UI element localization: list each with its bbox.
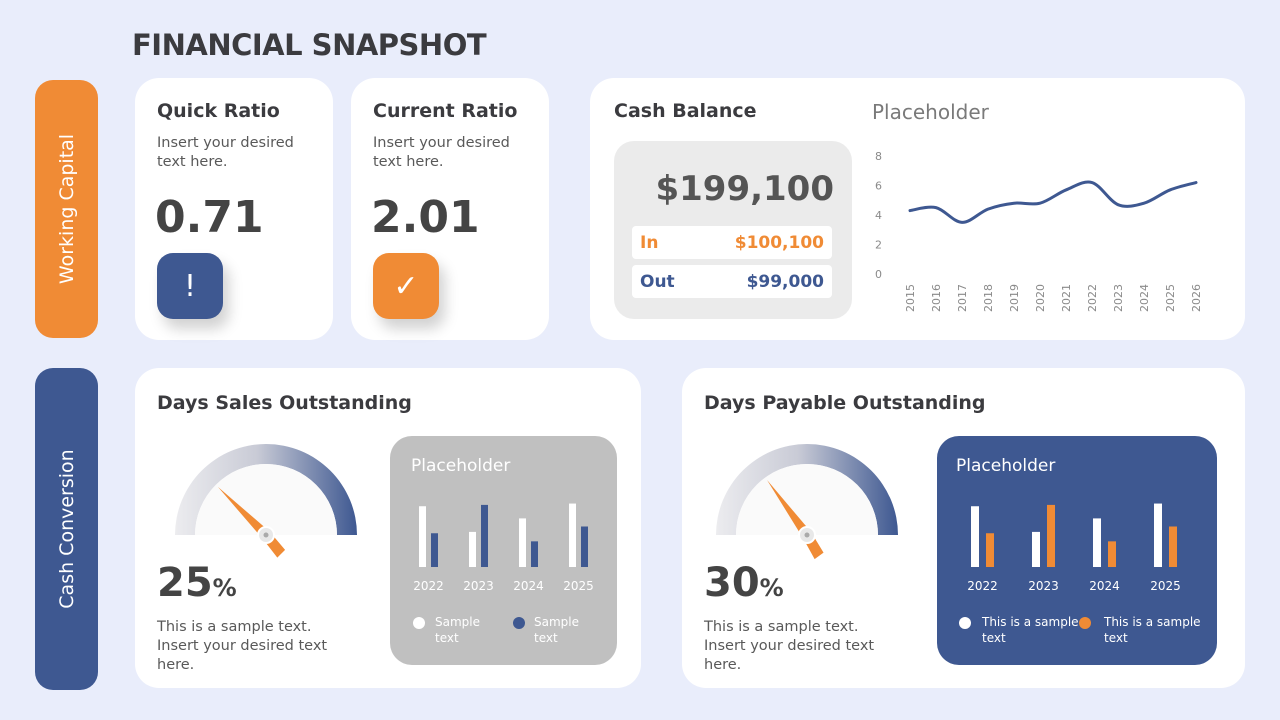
x-tick-label: 2024 bbox=[1138, 284, 1151, 312]
section-working-capital: Working Capital bbox=[35, 80, 98, 338]
card-title: Quick Ratio bbox=[157, 100, 280, 122]
card-text: Insert your desired text here. bbox=[157, 135, 294, 170]
legend-dot bbox=[959, 617, 971, 629]
page-title: FINANCIAL SNAPSHOT bbox=[132, 28, 487, 62]
current-ratio-value: 2.01 bbox=[371, 192, 480, 243]
quick-ratio-card: Quick Ratio Insert your desired text her… bbox=[135, 78, 333, 340]
line-chart-title: Placeholder bbox=[872, 100, 989, 124]
chart-title: Placeholder bbox=[956, 456, 1056, 476]
legend-label: Sample text bbox=[435, 615, 480, 645]
in-label: In bbox=[640, 232, 659, 253]
card-title: Cash Balance bbox=[614, 100, 757, 122]
x-tick-label: 2021 bbox=[1060, 284, 1073, 312]
percent-unit: % bbox=[212, 574, 237, 602]
card-title: Days Payable Outstanding bbox=[704, 392, 986, 414]
y-tick-label: 4 bbox=[875, 209, 882, 222]
cash-line-chart: 0 2 4 6 8 2015 2016 2017 2018 2019 2020 2021 2022 202… bbox=[875, 150, 1203, 312]
cash-total: $199,100 bbox=[655, 169, 834, 209]
x-tick-label: 2020 bbox=[1034, 284, 1047, 312]
x-tick-label: 2015 bbox=[904, 284, 917, 312]
out-value: $99,000 bbox=[746, 271, 824, 292]
legend-label: Sample text bbox=[534, 615, 579, 645]
card-title: Current Ratio bbox=[373, 100, 518, 122]
dso-text: This is a sample text. Insert your desir… bbox=[157, 619, 328, 673]
x-tick-label: 2022 bbox=[1086, 284, 1099, 312]
dso-value: 25% bbox=[157, 560, 237, 606]
x-tick-label: 2026 bbox=[1190, 284, 1203, 312]
chart-title: Placeholder bbox=[411, 456, 511, 476]
legend-label: This is a sample text bbox=[1104, 615, 1201, 645]
dso-card: Days Sales Outstanding 25% This is a sam… bbox=[135, 368, 641, 688]
cash-out-row: Out $99,000 bbox=[632, 265, 832, 298]
checkmark-icon: ✓ bbox=[373, 253, 439, 319]
dpo-value: 30% bbox=[704, 560, 784, 606]
percent-unit: % bbox=[759, 574, 784, 602]
card-title: Days Sales Outstanding bbox=[157, 392, 412, 414]
x-tick-label: 2019 bbox=[1008, 284, 1021, 312]
x-tick-label: 2018 bbox=[982, 284, 995, 312]
quick-ratio-value: 0.71 bbox=[155, 192, 264, 243]
legend-label: This is a sample text bbox=[982, 615, 1079, 645]
dso-chart-panel: Placeholder Sample text Sample text bbox=[390, 436, 617, 665]
in-value: $100,100 bbox=[734, 232, 824, 253]
y-tick-label: 2 bbox=[875, 239, 882, 252]
section-cash-conversion: Cash Conversion bbox=[35, 368, 98, 690]
x-tick-label: 2023 bbox=[1112, 284, 1125, 312]
y-tick-label: 0 bbox=[875, 268, 882, 281]
legend-dot bbox=[413, 617, 425, 629]
out-label: Out bbox=[640, 271, 675, 292]
x-tick-label: 2017 bbox=[956, 284, 969, 312]
x-tick-label: 2025 bbox=[1164, 284, 1177, 312]
cash-in-row: In $100,100 bbox=[632, 226, 832, 259]
dpo-text: This is a sample text. Insert your desir… bbox=[704, 619, 875, 673]
legend-dot bbox=[513, 617, 525, 629]
y-tick-label: 8 bbox=[875, 150, 882, 163]
dpo-chart-panel: Placeholder This is a sample text This i… bbox=[937, 436, 1217, 665]
percent-number: 25 bbox=[157, 560, 213, 606]
x-tick-label: 2016 bbox=[930, 284, 943, 312]
current-ratio-card: Current Ratio Insert your desired text h… bbox=[351, 78, 549, 340]
cash-balance-line bbox=[908, 180, 1198, 224]
dpo-card: Days Payable Outstanding 30% This is a s… bbox=[682, 368, 1245, 688]
legend-dot bbox=[1079, 617, 1091, 629]
card-text: Insert your desired text here. bbox=[373, 135, 510, 170]
cash-summary: $199,100 In $100,100 Out $99,000 bbox=[614, 141, 852, 319]
y-tick-label: 6 bbox=[875, 180, 882, 193]
percent-number: 30 bbox=[704, 560, 760, 606]
section-label: Cash Conversion bbox=[55, 449, 78, 609]
exclamation-icon: ! bbox=[157, 253, 223, 319]
